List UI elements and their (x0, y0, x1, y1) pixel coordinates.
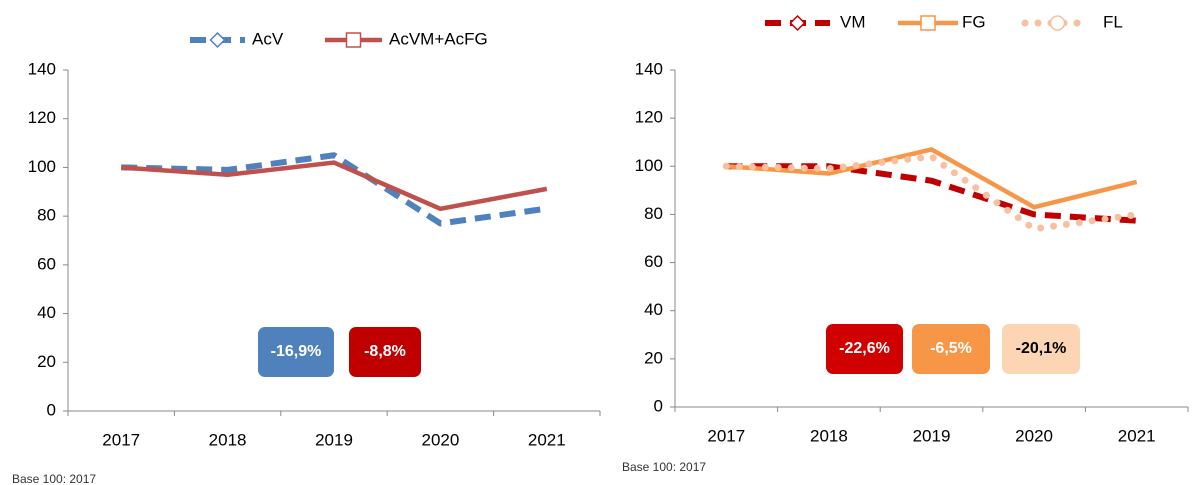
x-tick-label: 2021 (1118, 426, 1156, 445)
footnote: Base 100: 2017 (12, 472, 96, 485)
annotation: -8,8% (364, 343, 406, 360)
footnote: Base 100: 2017 (622, 460, 706, 474)
legend-marker (345, 32, 362, 48)
x-tick-label: 2021 (528, 430, 566, 449)
legend-label: FG (962, 12, 986, 31)
legend-label: VM (840, 12, 866, 31)
annotation-box (349, 327, 421, 377)
legend-marker (920, 15, 936, 31)
y-tick-label: 140 (635, 59, 663, 78)
line-series (121, 160, 548, 212)
y-tick-label: 0 (47, 400, 56, 419)
legend-label: FL (1103, 12, 1123, 31)
line-series (726, 163, 1137, 224)
x-tick-label: 2018 (810, 426, 848, 445)
annotation-box (912, 324, 990, 374)
annotation: -20,1% (1016, 340, 1067, 357)
annotation: -22,6% (839, 340, 890, 357)
x-tick-label: 2017 (102, 430, 140, 449)
line-series (121, 152, 548, 227)
y-tick-label: 40 (644, 300, 663, 319)
x-tick-label: 2020 (421, 430, 459, 449)
line-series (722, 153, 1141, 233)
annotation: -16,9% (271, 343, 322, 360)
line-series (726, 147, 1138, 210)
y-tick-label: 100 (28, 157, 56, 176)
x-tick-label: 2019 (315, 430, 353, 449)
x-tick-label: 2020 (1015, 426, 1053, 445)
y-tick-label: 120 (28, 108, 56, 127)
legend-marker (789, 14, 806, 32)
annotation-box (258, 327, 334, 377)
x-tick-label: 2018 (209, 430, 247, 449)
annotation: -6,5% (930, 340, 972, 357)
x-tick-label: 2019 (913, 426, 951, 445)
y-tick-label: 100 (635, 156, 663, 175)
annotation-box (826, 324, 903, 374)
y-tick-label: 80 (644, 204, 663, 223)
annotation-box (1002, 324, 1080, 374)
y-tick-label: 40 (37, 303, 56, 322)
legend-label: AcVM+AcFG (389, 29, 488, 48)
legend-marker (209, 31, 226, 49)
x-tick-label: 2017 (707, 426, 745, 445)
y-tick-label: 0 (654, 396, 663, 415)
legend-marker (1049, 15, 1066, 31)
y-tick-label: 60 (644, 252, 663, 271)
y-tick-label: 140 (28, 59, 56, 78)
y-tick-label: 20 (37, 352, 56, 371)
y-tick-label: 120 (635, 108, 663, 127)
y-tick-label: 20 (644, 348, 663, 367)
y-tick-label: 60 (37, 254, 56, 273)
y-tick-label: 80 (37, 206, 56, 225)
legend-label: AcV (252, 29, 284, 48)
